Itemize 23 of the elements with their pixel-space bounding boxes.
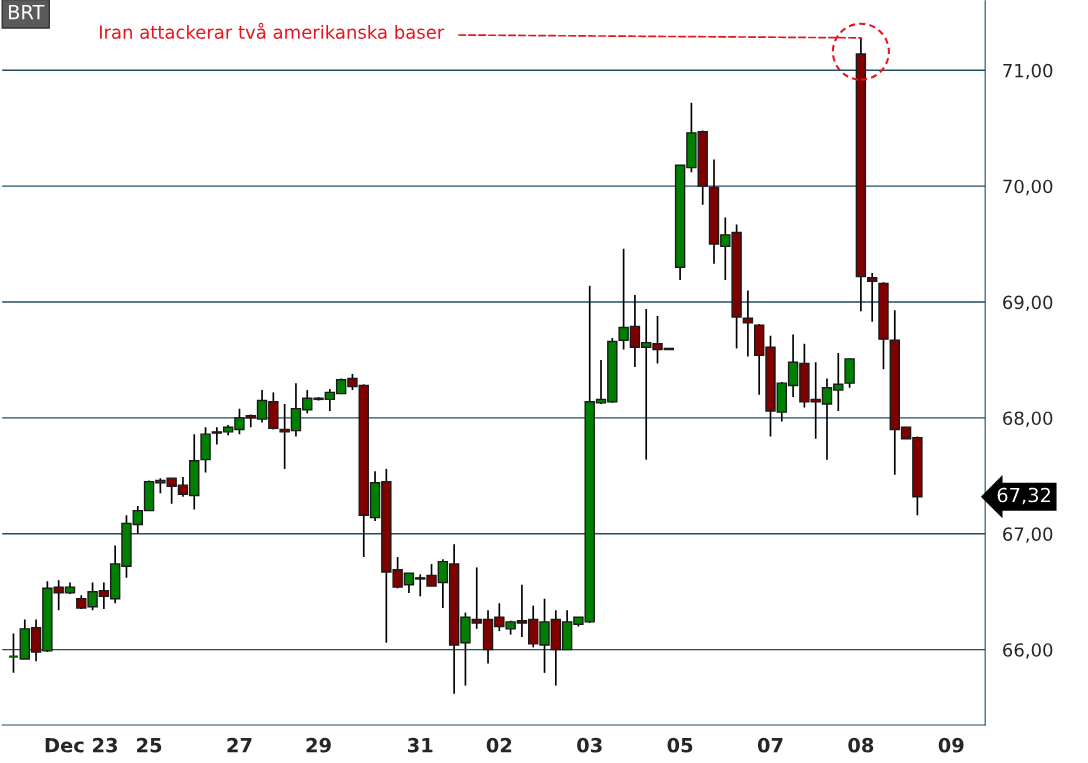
chart-title: BRT <box>9 4 45 20</box>
x-tick-label: 31 <box>408 737 433 753</box>
y-tick-label: 70,00 <box>1003 179 1053 196</box>
x-tick-label: 25 <box>137 737 162 753</box>
y-tick-label: 68,00 <box>1003 411 1053 427</box>
candlestick <box>866 272 878 323</box>
y-tick-label: 69,00 <box>1003 295 1053 311</box>
y-tick-label: 71,00 <box>1003 63 1053 80</box>
candlestick <box>7 632 20 674</box>
x-tick-label: 02 <box>486 737 512 753</box>
x-tick-label: 07 <box>757 737 783 753</box>
x-tick-label: Dec 23 <box>45 737 118 753</box>
x-tick-label: 03 <box>577 737 602 753</box>
y-tick-label: 67,00 <box>1003 527 1053 543</box>
x-tick-label: 09 <box>938 737 964 753</box>
text: 67,32 <box>997 487 1051 505</box>
x-tick-label: 29 <box>306 737 331 753</box>
x-tick-label: 05 <box>667 737 693 753</box>
annotation: Iran attackerar två amerikanska baser <box>100 22 445 39</box>
x-tick-label: 08 <box>848 737 874 753</box>
candlestick <box>742 289 754 358</box>
x-tick-label: 27 <box>227 737 252 753</box>
y-tick-label: 66,00 <box>1003 643 1053 659</box>
